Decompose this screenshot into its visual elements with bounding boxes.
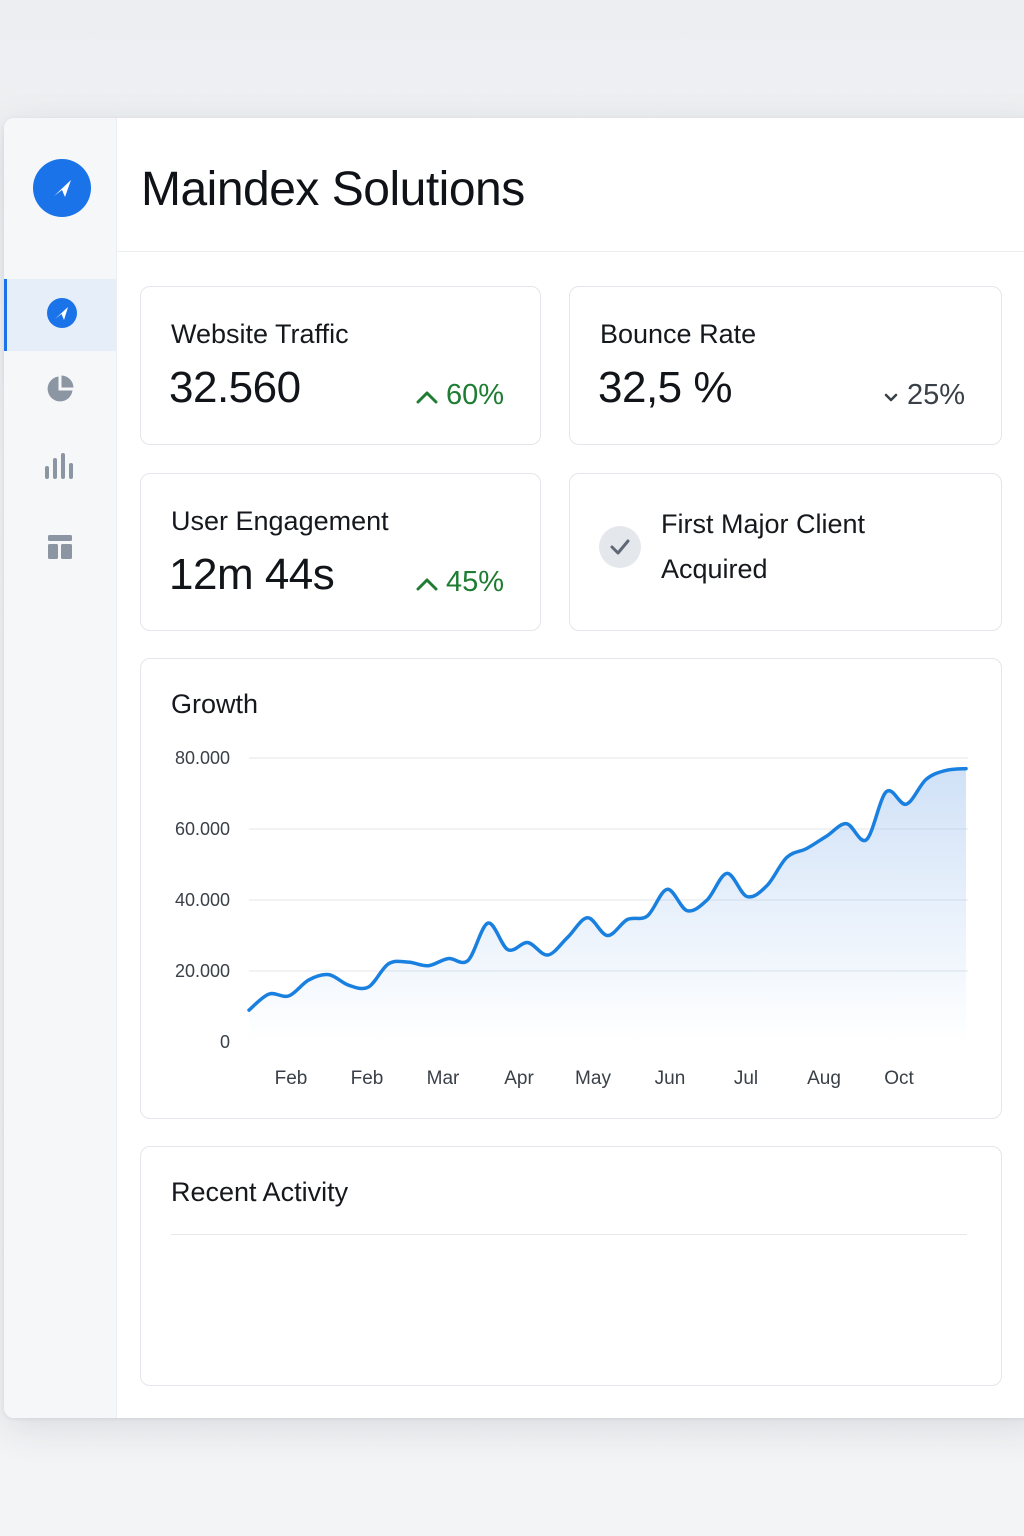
- compass-icon: [46, 297, 78, 334]
- x-tick-label: Mar: [427, 1068, 460, 1089]
- chevron-down-icon: [883, 379, 899, 412]
- engagement-card[interactable]: User Engagement 12m 44s 45%: [140, 473, 541, 631]
- milestone-text: First Major Client Acquired: [661, 502, 865, 592]
- growth-card: Growth 0 20.000 40.000 60.000 80.000 Feb Feb Ma…: [140, 658, 1002, 1119]
- bounce-delta: 25%: [883, 379, 965, 412]
- traffic-delta: 60%: [416, 379, 504, 412]
- y-tick-label: 0: [220, 1032, 230, 1052]
- growth-area: [249, 768, 966, 1042]
- bounce-value: 32,5 %: [598, 363, 732, 412]
- bounce-delta-value: 25%: [906, 379, 965, 411]
- x-tick-label: Feb: [351, 1068, 384, 1089]
- x-tick-label: Jun: [655, 1068, 686, 1089]
- pie-chart-icon: [45, 374, 75, 409]
- bar-chart-icon: [44, 452, 76, 485]
- activity-title: Recent Activity: [171, 1177, 349, 1207]
- sidebar: [4, 118, 117, 1418]
- milestone-line-1: First Major Client: [661, 509, 866, 539]
- x-tick-label: Apr: [504, 1068, 534, 1089]
- x-tick-label: Jul: [734, 1068, 758, 1089]
- compass-icon[interactable]: [33, 159, 91, 217]
- x-tick-label: Aug: [807, 1068, 841, 1089]
- engagement-label: User Engagement: [171, 506, 389, 536]
- sidebar-item-overview[interactable]: [4, 279, 116, 351]
- engagement-delta-value: 45%: [445, 566, 504, 598]
- traffic-delta-value: 60%: [445, 379, 504, 411]
- y-tick-label: 60.000: [175, 819, 230, 839]
- arrow-up-icon: [416, 566, 438, 599]
- engagement-value: 12m 44s: [169, 550, 335, 599]
- traffic-label: Website Traffic: [171, 319, 349, 349]
- app-window: Maindex Solutions Website Traffic 32.560…: [4, 118, 1024, 1418]
- engagement-delta: 45%: [416, 566, 504, 599]
- milestone-card[interactable]: First Major Client Acquired: [569, 473, 1002, 631]
- y-tick-label: 20.000: [175, 961, 230, 981]
- check-icon: [599, 526, 641, 568]
- arrow-up-icon: [416, 379, 438, 412]
- activity-card: Recent Activity: [140, 1146, 1002, 1386]
- growth-chart: 0 20.000 40.000 60.000 80.000 Feb Feb Mar Apr May…: [175, 748, 968, 1089]
- traffic-card[interactable]: Website Traffic 32.560 60%: [140, 286, 541, 445]
- bounce-card[interactable]: Bounce Rate 32,5 % 25%: [569, 286, 1002, 445]
- x-tick-label: May: [575, 1068, 611, 1089]
- growth-title: Growth: [171, 689, 259, 719]
- traffic-value: 32.560: [169, 363, 301, 412]
- x-tick-label: Oct: [884, 1068, 914, 1089]
- header: Maindex Solutions: [116, 118, 1024, 252]
- x-tick-label: Feb: [275, 1068, 308, 1089]
- y-tick-label: 40.000: [175, 890, 230, 910]
- sidebar-item-layout[interactable]: [4, 513, 116, 585]
- milestone-line-2: Acquired: [661, 554, 768, 584]
- sidebar-item-analytics[interactable]: [4, 432, 116, 504]
- sidebar-item-reports[interactable]: [4, 355, 116, 427]
- y-tick-label: 80.000: [175, 748, 230, 768]
- layout-icon: [46, 533, 74, 566]
- page-title: Maindex Solutions: [141, 163, 525, 216]
- growth-line: [247, 766, 968, 1012]
- activity-divider: [171, 1234, 967, 1235]
- bounce-label: Bounce Rate: [600, 319, 757, 349]
